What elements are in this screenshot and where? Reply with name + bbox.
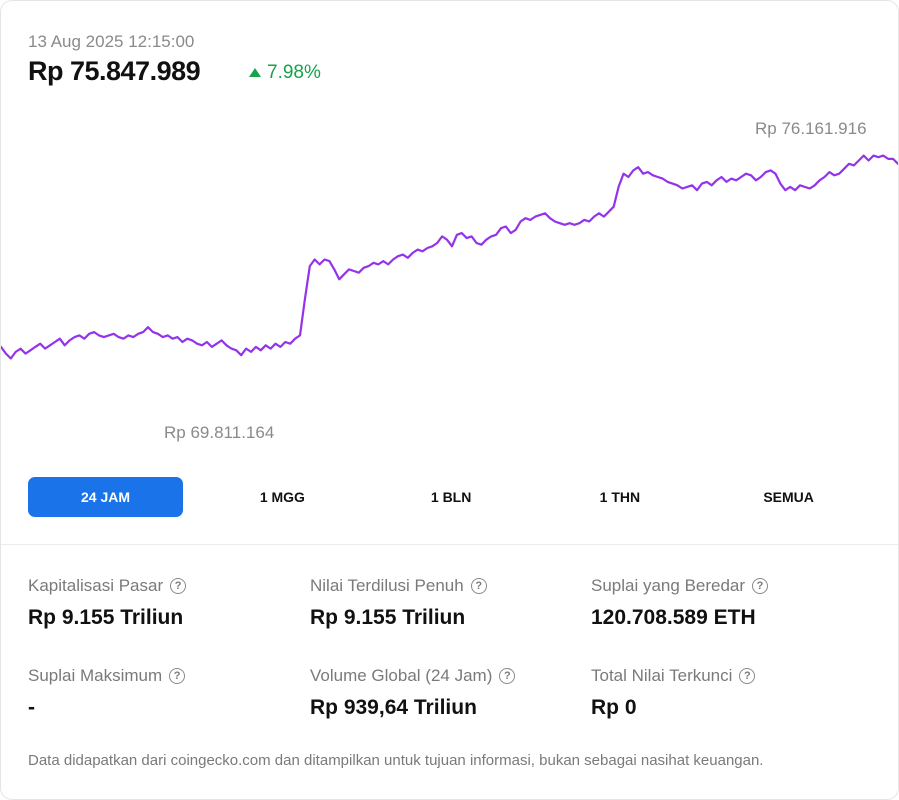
- divider: [1, 544, 898, 545]
- disclaimer-text: Data didapatkan dari coingecko.com dan d…: [28, 752, 764, 769]
- stat-label: Suplai Maksimum: [28, 666, 163, 685]
- stat-market-cap: Kapitalisasi Pasar ? Rp 9.155 Triliun: [28, 576, 187, 630]
- stat-value: Rp 939,64 Triliun: [310, 696, 477, 719]
- stat-value: -: [28, 696, 35, 719]
- stat-label: Suplai yang Beredar: [591, 576, 746, 595]
- price-change-value: 7.98%: [267, 62, 321, 83]
- stat-label: Kapitalisasi Pasar: [28, 576, 164, 595]
- chart-high-label: Rp 76.161.916: [755, 119, 867, 138]
- tab-semua[interactable]: SEMUA: [763, 489, 814, 505]
- stat-label: Total Nilai Terkunci: [591, 666, 733, 685]
- stat-label: Nilai Terdilusi Penuh: [310, 576, 464, 595]
- tab-24-jam[interactable]: 24 JAM: [28, 477, 183, 517]
- tab-1-bln[interactable]: 1 BLN: [430, 489, 472, 505]
- stat-fully-diluted: Nilai Terdilusi Penuh ? Rp 9.155 Triliun: [310, 576, 487, 630]
- timeframe-tabs: 24 JAM 1 MGG 1 BLN 1 THN SEMUA: [28, 477, 873, 517]
- help-icon[interactable]: ?: [470, 578, 487, 594]
- stat-value: 120.708.589 ETH: [591, 606, 756, 629]
- price-chart[interactable]: [1, 111, 898, 441]
- stat-value: Rp 9.155 Triliun: [310, 606, 466, 629]
- price-timestamp: 13 Aug 2025 12:15:00: [28, 32, 195, 51]
- stat-value: Rp 0: [591, 696, 637, 719]
- stat-circulating-supply: Suplai yang Beredar ? 120.708.589 ETH: [591, 576, 769, 630]
- stat-value: Rp 9.155 Triliun: [28, 606, 184, 629]
- help-icon[interactable]: ?: [169, 668, 186, 684]
- stat-max-supply: Suplai Maksimum ? -: [28, 666, 186, 720]
- stat-label: Volume Global (24 Jam): [310, 666, 493, 685]
- help-icon[interactable]: ?: [170, 578, 187, 594]
- help-icon[interactable]: ?: [752, 578, 769, 594]
- tab-1-thn[interactable]: 1 THN: [599, 489, 641, 505]
- chart-low-label: Rp 69.811.164: [164, 423, 275, 442]
- stat-global-volume: Volume Global (24 Jam) ? Rp 939,64 Trili…: [310, 666, 516, 720]
- tab-1-mgg[interactable]: 1 MGG: [259, 489, 305, 505]
- help-icon[interactable]: ?: [739, 668, 756, 684]
- current-price: Rp 75.847.989: [28, 56, 201, 86]
- price-change: 7.98%: [249, 62, 321, 84]
- triangle-up-icon: [249, 67, 261, 77]
- help-icon[interactable]: ?: [499, 668, 516, 684]
- stat-tvl: Total Nilai Terkunci ? Rp 0: [591, 666, 756, 720]
- price-line: [1, 154, 898, 360]
